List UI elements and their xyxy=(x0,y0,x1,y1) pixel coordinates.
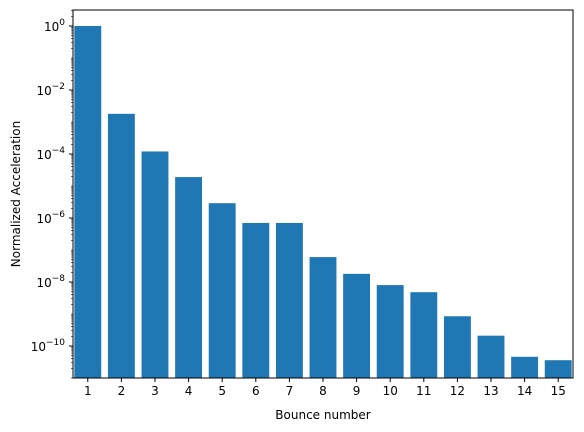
bar-1 xyxy=(74,25,102,379)
y-tick-label: 10−10 xyxy=(31,338,66,354)
bar-5 xyxy=(208,203,236,378)
x-tick-label: 4 xyxy=(185,384,193,398)
x-tick-label: 1 xyxy=(84,384,92,398)
y-axis-label: Normalized Acceleration xyxy=(9,121,23,267)
bar-2 xyxy=(107,113,135,378)
x-tick-label: 8 xyxy=(319,384,327,398)
x-ticks-group: 1 2 3 4 5 6 7 8 9 10 11 12 13 14 15 xyxy=(84,378,566,398)
bar-6 xyxy=(242,222,270,378)
bar-3 xyxy=(141,151,169,378)
bar-7 xyxy=(275,222,303,378)
y-tick-label: 10−4 xyxy=(36,146,65,162)
bar-13 xyxy=(477,335,505,378)
y-tick-label: 10−6 xyxy=(36,210,65,226)
bar-11 xyxy=(410,292,438,378)
x-tick-label: 9 xyxy=(353,384,361,398)
bars-group xyxy=(74,25,572,379)
x-tick-label: 14 xyxy=(517,384,532,398)
bar-12 xyxy=(443,316,471,378)
x-tick-label: 12 xyxy=(450,384,465,398)
plot-frame xyxy=(72,9,574,379)
x-tick-label: 15 xyxy=(551,384,566,398)
y-tick-label: 100 xyxy=(44,18,65,34)
bar-14 xyxy=(511,356,539,378)
x-axis-label: Bounce number xyxy=(275,408,370,422)
bar-15 xyxy=(544,360,572,378)
x-tick-label: 6 xyxy=(252,384,260,398)
bar-8 xyxy=(309,257,337,378)
x-tick-label: 10 xyxy=(383,384,398,398)
bar-10 xyxy=(376,285,404,378)
x-tick-label: 2 xyxy=(118,384,126,398)
x-tick-label: 7 xyxy=(286,384,294,398)
bar-9 xyxy=(343,273,371,378)
x-tick-label: 3 xyxy=(151,384,159,398)
y-ticks-group: 100 10−2 10−4 10−6 10−8 10−10 xyxy=(31,10,73,379)
x-tick-label: 13 xyxy=(483,384,498,398)
y-tick-label: 10−2 xyxy=(36,82,65,98)
y-tick-label: 10−8 xyxy=(36,274,65,290)
x-tick-label: 11 xyxy=(416,384,431,398)
bar-4 xyxy=(175,177,203,378)
x-tick-label: 5 xyxy=(218,384,226,398)
